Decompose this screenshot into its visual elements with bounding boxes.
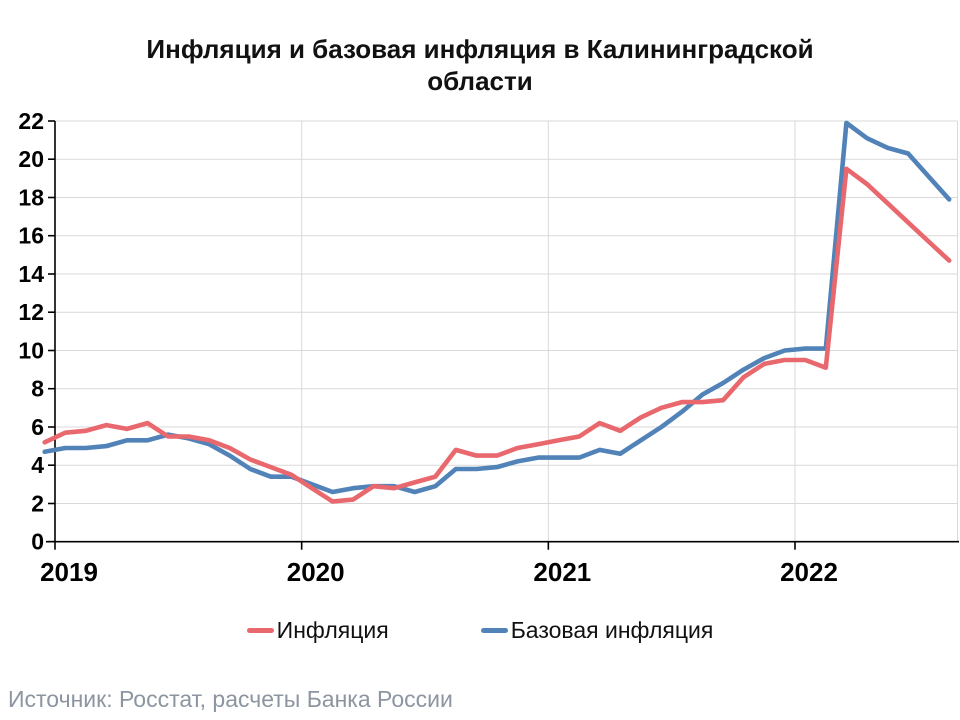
chart-legend: Инфляция Базовая инфляция [0,617,960,644]
y-tick-label: 22 [18,108,44,134]
y-tick-label: 2 [31,491,44,517]
y-tick-label: 10 [18,338,44,364]
x-tick-label: 2021 [533,557,591,587]
x-tick-label: 2019 [40,557,98,587]
core-inflation-line-swatch [480,628,508,633]
legend-item-inflation: Инфляция [246,617,389,644]
y-tick-label: 14 [18,261,44,287]
y-tick-label: 18 [18,185,44,211]
x-tick-label: 2022 [780,557,838,587]
y-tick-label: 4 [31,452,44,478]
y-tick-label: 0 [31,529,44,555]
source-note: Источник: Росстат, расчеты Банка России [8,686,453,712]
y-tick-label: 8 [31,376,44,402]
chart-title: Инфляция и базовая инфляция в Калинингра… [146,34,814,96]
core-inflation-line [42,120,952,495]
inflation-line [42,166,952,504]
inflation-line-swatch [246,628,274,633]
x-tick-label: 2020 [287,557,345,587]
legend-label-inflation: Инфляция [276,617,389,643]
legend-item-core-inflation: Базовая инфляция [480,617,714,644]
legend-label-core-inflation: Базовая инфляция [510,617,714,643]
y-tick-label: 6 [31,414,44,440]
y-tick-label: 12 [18,299,44,325]
y-tick-label: 16 [18,223,44,249]
y-tick-label: 20 [18,146,44,172]
